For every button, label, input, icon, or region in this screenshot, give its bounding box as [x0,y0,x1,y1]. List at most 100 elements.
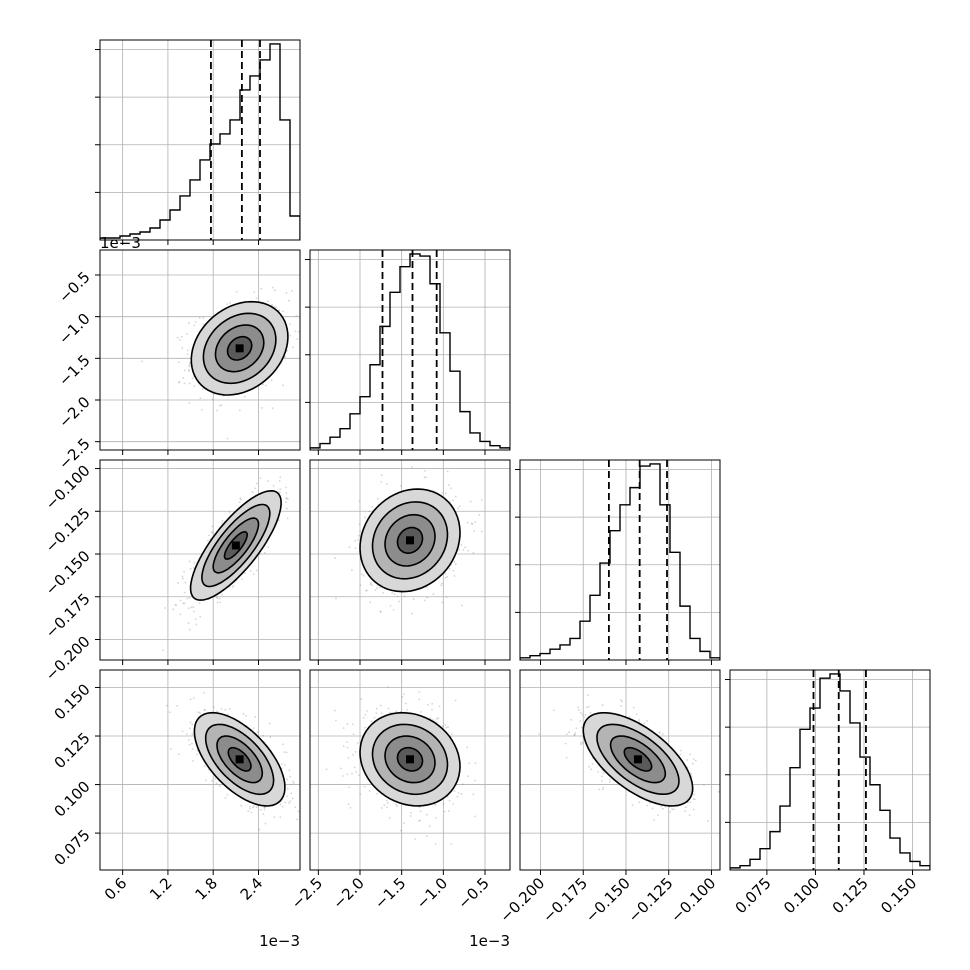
scatter-point [588,705,590,708]
scatter-point [260,407,263,409]
scatter-point [211,398,214,401]
scatter-point [191,723,194,726]
y-tick-label: −1.5 [55,351,93,389]
contour-line [223,531,248,560]
scatter-point [428,825,431,827]
scatter-point [240,804,243,807]
scatter-point [564,742,567,745]
scatter-point [409,815,412,817]
scatter-point [478,513,481,516]
scatter-point [292,780,294,783]
scatter-point [375,707,378,710]
scatter-point [452,803,455,805]
scatter-point [188,739,190,741]
contour-line [214,324,265,373]
x-tick-label: −0.150 [582,874,634,926]
scatter-point [179,338,181,341]
scatter-point [410,811,412,814]
scatter-point [188,364,191,367]
scatter-point [273,289,276,292]
scatter-point [220,404,223,406]
scatter-point [181,577,184,580]
scatter-point [427,703,429,706]
scatter-point [255,806,258,809]
scatter-point [180,335,183,338]
scatter-point [380,480,383,483]
scatter-point [433,804,436,806]
scatter-point [189,567,192,570]
scatter-point [601,788,604,791]
scatter-point [268,722,271,725]
scatter-point [602,786,605,789]
scatter-point [362,716,365,719]
scatter-point [288,769,291,772]
scatter-point [270,379,273,382]
scatter-point [689,753,692,756]
scatter-point [420,711,422,713]
scatter-point [190,606,193,609]
scatter-point [226,437,229,440]
scatter-point [720,796,722,798]
scatter-point [669,811,672,813]
scatter-point [598,788,601,791]
scatter-point [256,482,258,485]
panel-3-2: −0.200−0.175−0.150−0.125−0.100 [496,669,722,926]
scatter-point [285,496,288,499]
x-tick-label: 0.075 [732,874,775,917]
scatter-point [289,323,292,326]
scatter-point [467,775,469,778]
scatter-point [371,505,374,508]
scatter-point [279,488,282,490]
gridlines [730,670,930,870]
scatter-point [363,785,366,788]
scatter-point [192,697,195,700]
scatter-point [389,605,392,607]
scatter-point [690,772,692,775]
scatter-point [619,699,622,701]
scatter-point [445,726,448,729]
contour-line [227,746,252,772]
scatter-point [383,804,386,807]
scatter-point [254,487,257,490]
scatter-point [651,807,654,810]
scatter-point [191,742,193,745]
scatter-point [446,575,448,578]
scatter-point [340,767,342,770]
scatter-point [281,763,283,765]
scatter-point [199,397,202,400]
scatter-point [220,707,223,710]
scatter-point [591,763,594,765]
scatter-point [369,601,372,604]
scatter-point [385,799,388,802]
scatter-point [194,618,197,621]
scatter-point [441,492,444,494]
contour-line [371,723,449,796]
scatter-point [189,698,192,701]
scatter-point [212,706,215,709]
scatter-point [311,333,313,335]
scatter-point [689,801,691,804]
scatter-point [176,705,179,707]
scatter-point [335,719,337,722]
scatter-point [473,530,475,532]
scatter-point [424,476,427,479]
panel-frame [309,459,511,661]
scatter-point [352,723,354,726]
scatter-point [418,806,421,809]
contour-line [609,735,667,784]
scatter-point [342,727,345,730]
panel-frame [519,459,721,661]
scatter-point [289,775,292,778]
scatter-point [573,733,576,736]
x-offset-label: 1e−3 [259,932,300,950]
scatter-point [182,377,185,379]
contour-line [202,312,277,385]
scatter-point [434,843,437,845]
contour-line [384,735,436,784]
scatter-point [188,365,191,368]
scatter-point [661,733,664,736]
scatter-point [597,770,600,773]
scatter-point [361,573,363,576]
scatter-point [189,727,192,730]
scatter-point [703,784,705,787]
